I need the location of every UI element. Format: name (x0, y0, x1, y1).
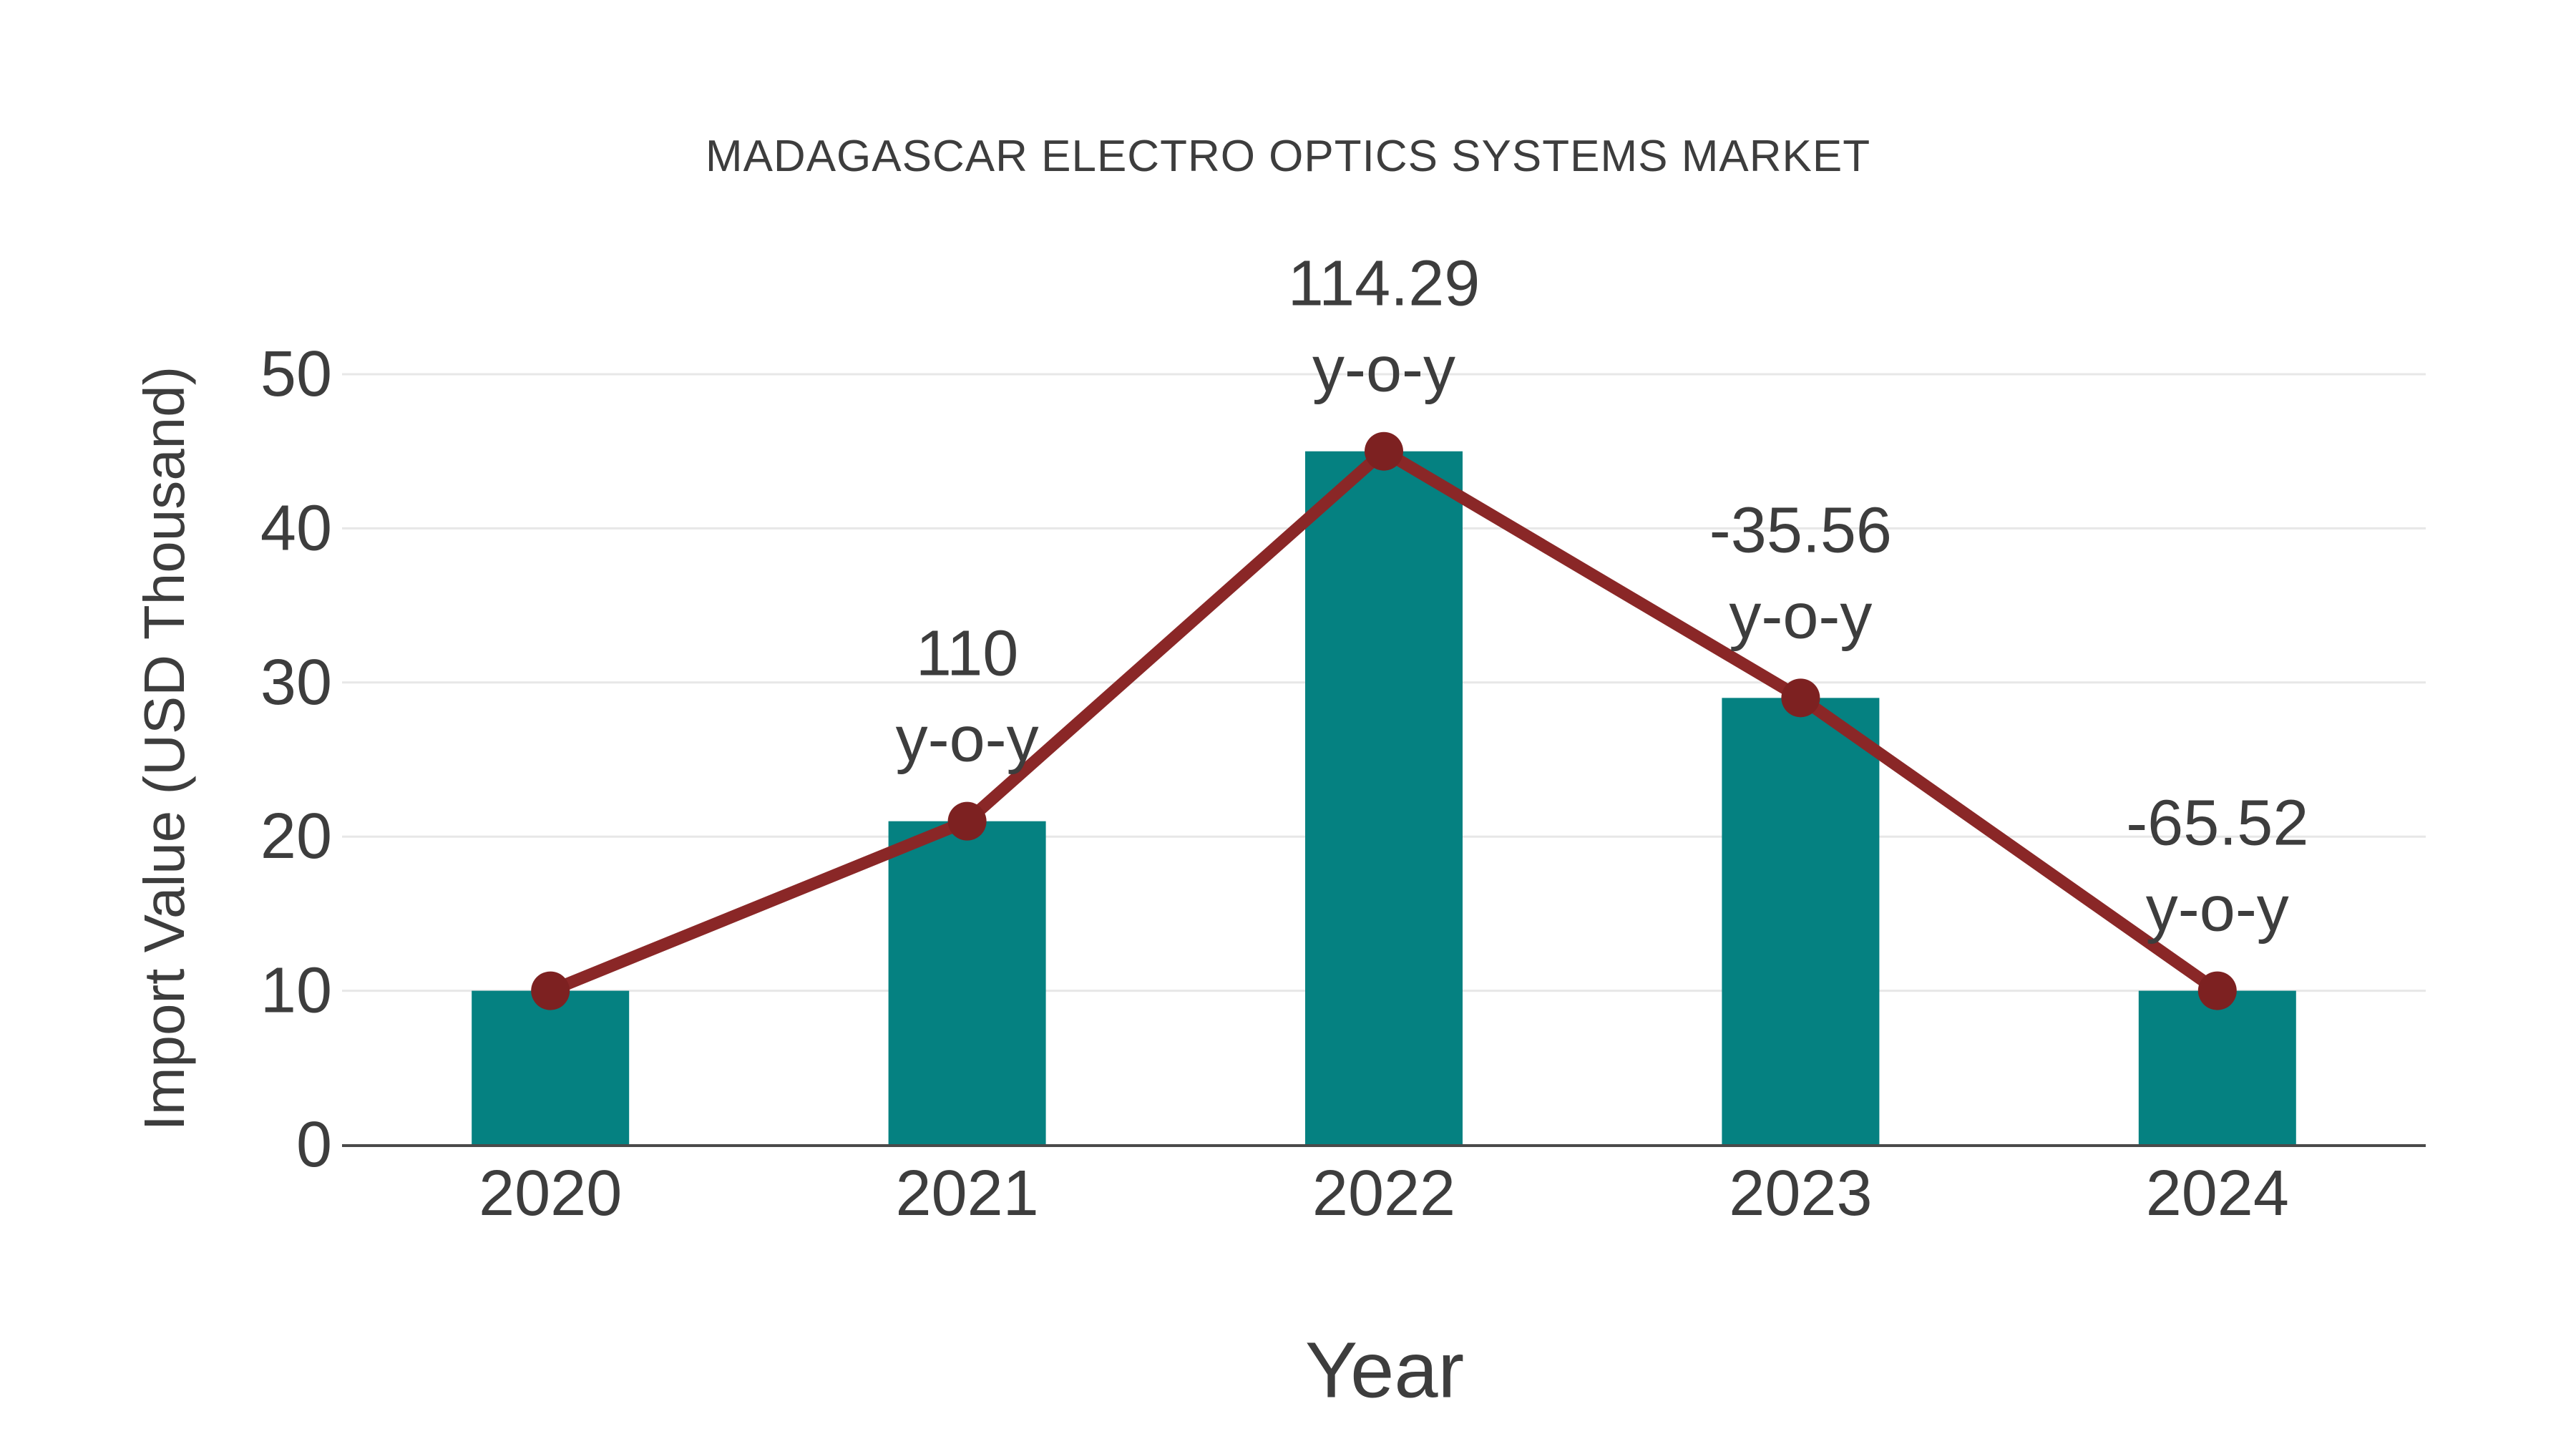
annotation-suffix-2023: y-o-y (1729, 580, 1872, 652)
y-tick-label-20: 20 (260, 801, 332, 872)
y-tick-label-40: 40 (260, 492, 332, 564)
trend-marker-2024 (2197, 971, 2237, 1010)
x-axis-title: Year (1304, 1326, 1465, 1415)
y-tick-label-50: 50 (260, 338, 332, 410)
annotation-suffix-2024: y-o-y (2146, 874, 2289, 945)
y-axis-title: Import Value (USD Thousand) (132, 366, 196, 1131)
bar-2020 (472, 990, 630, 1145)
y-tick-label-30: 30 (260, 647, 332, 718)
x-tick-label-2021: 2021 (895, 1158, 1038, 1229)
x-tick-label-2024: 2024 (2146, 1158, 2289, 1229)
annotation-suffix-2022: y-o-y (1312, 334, 1455, 406)
annotation-value-2024: -65.52 (2126, 788, 2308, 859)
bar-2022 (1305, 451, 1463, 1145)
y-tick-label-10: 10 (260, 955, 332, 1027)
annotation-suffix-2021: y-o-y (896, 704, 1039, 776)
chart-title: MADAGASCAR ELECTRO OPTICS SYSTEMS MARKET (705, 132, 1871, 181)
annotation-value-2023: -35.56 (1709, 494, 1892, 566)
bar-2024 (2138, 990, 2296, 1145)
y-tick-label-0: 0 (296, 1109, 332, 1181)
x-tick-label-2020: 2020 (479, 1158, 622, 1229)
trend-marker-2023 (1781, 678, 1820, 718)
trend-marker-2022 (1365, 431, 1403, 471)
bar-2021 (888, 821, 1046, 1145)
bar-2023 (1722, 698, 1880, 1145)
x-tick-label-2023: 2023 (1729, 1158, 1872, 1229)
x-tick-label-2022: 2022 (1312, 1158, 1455, 1229)
annotation-value-2022: 114.29 (1288, 248, 1480, 320)
annotation-value-2021: 110 (916, 618, 1018, 690)
trend-marker-2021 (947, 801, 987, 841)
trend-marker-2020 (531, 971, 570, 1010)
